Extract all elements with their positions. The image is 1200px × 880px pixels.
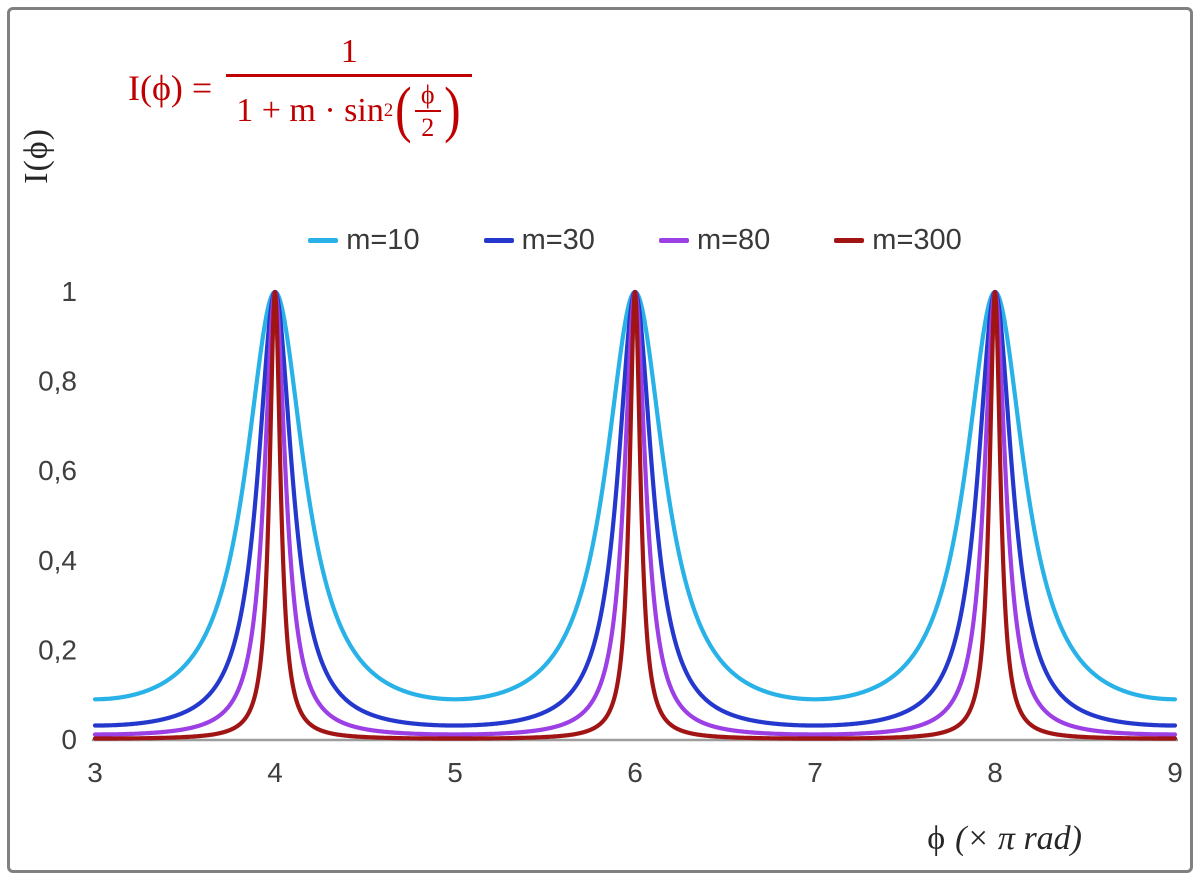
chart-frame <box>7 7 1193 873</box>
legend-label: m=10 <box>346 224 420 256</box>
x-tick-label: 4 <box>267 757 283 788</box>
formula-lhs: I(ϕ) = <box>128 67 213 108</box>
formula-inner-fraction: ϕ 2 <box>414 80 441 142</box>
formula-right-paren: ) <box>443 76 461 145</box>
formula-left-paren: ( <box>395 76 412 145</box>
x-tick-label: 8 <box>987 757 1003 788</box>
formula: I(ϕ) = 1 1 + m · sin 2 ( ϕ 2 ) <box>128 33 473 145</box>
y-tick-label: 0,4 <box>38 545 77 576</box>
x-tick-label: 6 <box>627 757 643 788</box>
y-tick-label: 0 <box>61 724 77 755</box>
formula-denominator: 1 + m · sin 2 ( ϕ 2 ) <box>226 73 473 145</box>
legend-item-m80: m=80 <box>658 224 771 257</box>
x-axis-title-symbol: ϕ <box>927 820 946 857</box>
legend-item-m30: m=30 <box>483 224 595 257</box>
curve-m300 <box>92 289 1178 741</box>
legend: m=10 m=30 m=80 m=300 <box>90 224 1180 257</box>
x-tick-label: 3 <box>87 757 103 788</box>
curve-m30 <box>92 289 1178 728</box>
x-tick-label: 7 <box>807 757 823 788</box>
y-tick-label: 0,8 <box>38 366 77 397</box>
legend-label: m=300 <box>872 224 962 256</box>
x-tick-label: 9 <box>1167 757 1183 788</box>
x-tick-label: 5 <box>447 757 463 788</box>
formula-numerator: 1 <box>340 33 358 70</box>
legend-label: m=80 <box>696 224 771 256</box>
legend-swatch <box>834 238 865 243</box>
y-tick-label: 0,2 <box>38 634 77 665</box>
formula-fraction: 1 1 + m · sin 2 ( ϕ 2 ) <box>226 33 473 145</box>
formula-inner-numerator: ϕ <box>414 80 441 112</box>
legend-item-m10: m=10 <box>308 224 420 257</box>
legend-swatch <box>658 238 689 243</box>
legend-item-m300: m=300 <box>834 224 962 257</box>
formula-inner-denominator: 2 <box>421 112 435 142</box>
curve-m80 <box>92 289 1178 737</box>
y-tick-label: 0,6 <box>38 455 77 486</box>
legend-swatch <box>308 238 339 243</box>
legend-swatch <box>483 238 514 243</box>
legend-label: m=30 <box>521 224 595 256</box>
x-axis-title: ϕ (× π rad) <box>927 820 1082 858</box>
x-axis-title-units: (× π rad) <box>955 820 1082 857</box>
y-tick-label: 1 <box>61 276 77 307</box>
formula-den-text: 1 + m · sin <box>236 92 384 130</box>
